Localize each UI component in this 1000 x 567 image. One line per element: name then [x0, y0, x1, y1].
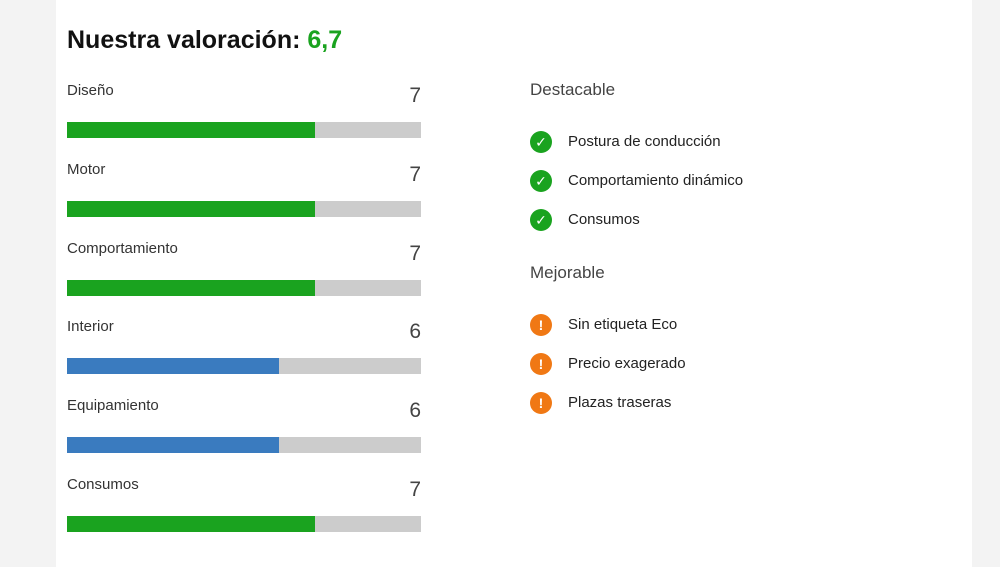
exclamation-circle-icon: !: [530, 353, 552, 375]
rating-bar-fill: [67, 515, 315, 532]
cons-item: ! Sin etiqueta Eco: [530, 314, 930, 353]
rating-value: 7: [409, 241, 421, 265]
rating-row-diseno: Diseño 7: [67, 80, 421, 159]
rating-bar: [67, 200, 421, 217]
pros-item: ✓ Comportamiento dinámico: [530, 170, 930, 209]
rating-bar: [67, 279, 421, 296]
rating-bar: [67, 515, 421, 532]
pros-item: ✓ Consumos: [530, 209, 930, 248]
rating-label: Interior: [67, 318, 114, 336]
overall-score: 6,7: [307, 26, 343, 54]
cons-title: Mejorable: [530, 263, 605, 282]
rating-bar: [67, 358, 421, 375]
rating-value: 6: [409, 320, 421, 344]
pros-item-label: Comportamiento dinámico: [568, 172, 744, 189]
rating-bar: [67, 122, 421, 138]
rating-value: 7: [409, 162, 421, 186]
rating-value: 7: [409, 477, 421, 501]
rating-value: 6: [409, 399, 421, 423]
pros-cons-panel: Destacable ✓ Postura de conducción ✓ Com…: [530, 80, 930, 431]
rating-bar-fill: [67, 437, 280, 454]
check-circle-icon: ✓: [530, 131, 552, 153]
rating-card: Nuestra valoración: 6,7 Diseño 7 Motor 7…: [56, 0, 972, 567]
rating-label: Equipamiento: [67, 397, 159, 415]
check-circle-icon: ✓: [530, 209, 552, 231]
rating-row-equipamiento: Equipamiento 6: [67, 395, 421, 474]
cons-item: ! Plazas traseras: [530, 392, 930, 431]
rating-row-comportamiento: Comportamiento 7: [67, 238, 421, 317]
cons-item-label: Precio exagerado: [568, 355, 686, 372]
rating-bar-fill: [67, 200, 315, 217]
rating-bar-fill: [67, 358, 280, 375]
check-circle-icon: ✓: [530, 170, 552, 192]
rating-row-motor: Motor 7: [67, 159, 421, 238]
pros-item: ✓ Postura de conducción: [530, 131, 930, 170]
title-prefix: Nuestra valoración:: [67, 26, 308, 54]
rating-label: Diseño: [67, 82, 114, 99]
page-title: Nuestra valoración: 6,7: [67, 26, 342, 55]
exclamation-circle-icon: !: [530, 314, 552, 336]
rating-bar-fill: [67, 122, 315, 138]
exclamation-circle-icon: !: [530, 392, 552, 414]
rating-bar-fill: [67, 279, 315, 296]
pros-item-label: Postura de conducción: [568, 133, 721, 150]
cons-item-label: Sin etiqueta Eco: [568, 316, 678, 333]
rating-bar: [67, 437, 421, 454]
pros-title: Destacable: [530, 80, 616, 99]
rating-label: Consumos: [67, 475, 139, 493]
rating-value: 7: [409, 84, 421, 107]
rating-row-consumos: Consumos 7: [67, 474, 421, 553]
rating-label: Motor: [67, 160, 106, 178]
rating-label: Comportamiento: [67, 239, 178, 257]
cons-item-label: Plazas traseras: [568, 394, 672, 411]
cons-item: ! Precio exagerado: [530, 353, 930, 392]
pros-item-label: Consumos: [568, 211, 640, 228]
rating-row-interior: Interior 6: [67, 316, 421, 395]
ratings-list: Diseño 7 Motor 7 Comportamiento 7 Interi…: [67, 80, 421, 553]
